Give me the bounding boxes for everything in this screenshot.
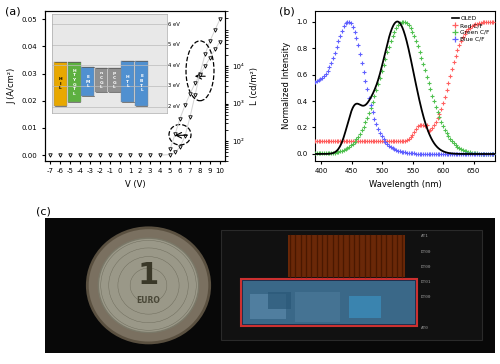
Text: (a): (a): [6, 7, 21, 16]
Blue C/F: [406, 151, 412, 155]
Line: Red C/F: Red C/F: [313, 20, 496, 143]
Text: EURO: EURO: [136, 296, 160, 305]
X-axis label: Wavelength (nm): Wavelength (nm): [368, 180, 442, 189]
Line: Green C/F: Green C/F: [313, 19, 496, 156]
Green C/F: [478, 151, 484, 156]
Green C/F: [354, 137, 360, 142]
OLED: [312, 152, 318, 156]
Red C/F: [418, 123, 424, 127]
OLED: [394, 20, 400, 24]
Blue C/F: [490, 152, 496, 156]
Red C/F: [404, 138, 410, 143]
Text: DT00: DT00: [421, 265, 432, 269]
Blue C/F: [312, 79, 318, 84]
Bar: [268, 292, 290, 309]
Green C/F: [346, 145, 352, 149]
Text: AT1: AT1: [421, 234, 429, 238]
Red C/F: [482, 20, 488, 24]
X-axis label: V (V): V (V): [124, 180, 146, 189]
Text: DT01: DT01: [421, 280, 432, 284]
Legend: OLED, Red C/F, Green C/F, Blue C/F: OLED, Red C/F, Green C/F, Blue C/F: [450, 14, 492, 44]
Text: DT00: DT00: [421, 249, 432, 253]
Red C/F: [346, 139, 352, 143]
Red C/F: [476, 21, 482, 25]
Line: OLED: OLED: [315, 21, 495, 154]
Bar: [220, 230, 482, 340]
Green C/F: [490, 152, 496, 156]
Bar: [295, 292, 340, 322]
Bar: [241, 280, 416, 326]
Y-axis label: J (A/cm²): J (A/cm²): [7, 68, 16, 104]
OLED: [432, 143, 438, 147]
Circle shape: [98, 238, 198, 333]
Blue C/F: [420, 151, 426, 156]
Y-axis label: Normalized Intensity: Normalized Intensity: [282, 42, 290, 129]
OLED: [492, 152, 498, 156]
Green C/F: [400, 19, 406, 24]
Text: (c): (c): [36, 207, 51, 217]
Green C/F: [312, 151, 318, 155]
Green C/F: [420, 62, 426, 66]
Bar: [288, 234, 405, 277]
OLED: [344, 124, 350, 128]
Green C/F: [484, 152, 490, 156]
OLED: [418, 106, 424, 111]
Bar: [250, 294, 286, 319]
Red C/F: [490, 19, 496, 24]
OLED: [448, 151, 454, 155]
Text: DT00: DT00: [421, 295, 432, 299]
Blue C/F: [478, 152, 484, 156]
Line: Blue C/F: Blue C/F: [313, 20, 496, 156]
Bar: [349, 296, 380, 317]
Blue C/F: [356, 43, 362, 47]
Y-axis label: L (cd/m²): L (cd/m²): [250, 67, 259, 105]
Bar: [243, 281, 415, 324]
Green C/F: [406, 23, 412, 27]
Blue C/F: [346, 20, 352, 24]
Text: 1: 1: [138, 261, 159, 290]
Red C/F: [312, 139, 318, 143]
Text: AT0: AT0: [421, 326, 429, 330]
OLED: [358, 103, 364, 107]
Text: (b): (b): [279, 7, 295, 16]
OLED: [394, 19, 400, 24]
Circle shape: [88, 228, 210, 343]
Red C/F: [354, 139, 360, 143]
Blue C/F: [348, 21, 354, 25]
Blue C/F: [484, 152, 490, 156]
